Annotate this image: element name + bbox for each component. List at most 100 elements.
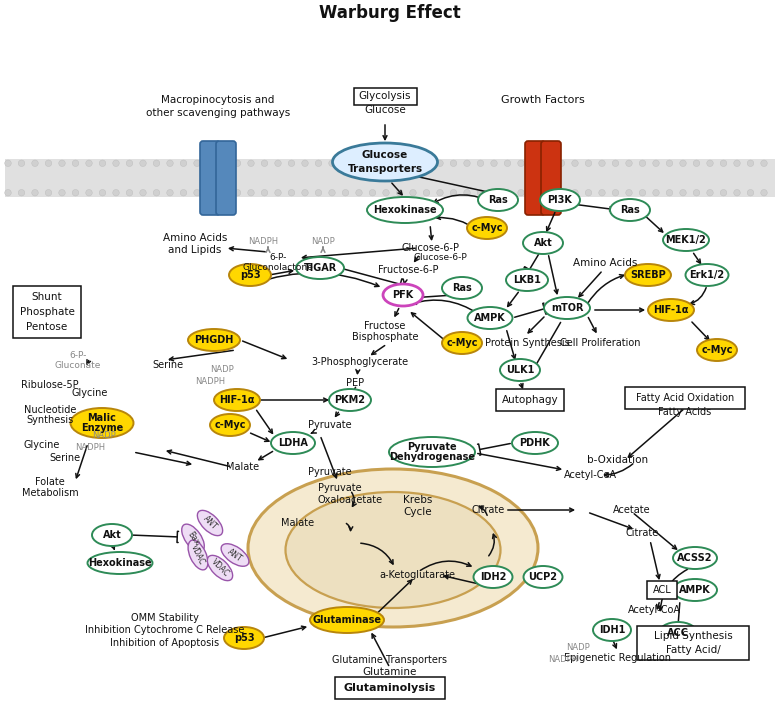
Text: AMPK: AMPK <box>474 313 506 323</box>
Circle shape <box>234 160 241 166</box>
Circle shape <box>693 190 700 196</box>
Text: ACL: ACL <box>653 585 672 595</box>
Ellipse shape <box>673 547 717 569</box>
Text: Glycolysis: Glycolysis <box>359 91 411 101</box>
Circle shape <box>73 190 79 196</box>
Text: Glucose: Glucose <box>362 150 408 160</box>
Circle shape <box>734 160 740 166</box>
Text: IDH2: IDH2 <box>480 572 506 582</box>
Ellipse shape <box>467 217 507 239</box>
FancyBboxPatch shape <box>625 387 745 409</box>
Text: PEP: PEP <box>346 378 364 388</box>
Text: Krebs: Krebs <box>403 495 433 505</box>
Text: Gluconolactone: Gluconolactone <box>243 263 314 273</box>
Circle shape <box>653 190 659 196</box>
Circle shape <box>153 190 160 196</box>
Text: Serine: Serine <box>152 360 183 370</box>
Circle shape <box>477 160 484 166</box>
Ellipse shape <box>523 232 563 254</box>
Circle shape <box>599 190 605 196</box>
Circle shape <box>653 160 659 166</box>
Text: Glucose: Glucose <box>364 105 406 115</box>
Text: Ribulose-5P: Ribulose-5P <box>21 380 79 390</box>
Text: c-Myc: c-Myc <box>215 420 246 430</box>
Circle shape <box>544 190 551 196</box>
Text: AMPK: AMPK <box>679 585 711 595</box>
Ellipse shape <box>648 299 694 321</box>
Circle shape <box>626 160 633 166</box>
Ellipse shape <box>625 264 671 286</box>
Ellipse shape <box>229 264 271 286</box>
Circle shape <box>585 160 592 166</box>
Circle shape <box>342 160 349 166</box>
Circle shape <box>99 190 106 196</box>
Circle shape <box>289 190 295 196</box>
Text: Shunt: Shunt <box>32 292 62 302</box>
Circle shape <box>5 160 11 166</box>
Circle shape <box>558 190 565 196</box>
FancyBboxPatch shape <box>200 141 220 215</box>
Circle shape <box>640 160 646 166</box>
Ellipse shape <box>686 264 729 286</box>
Text: Amino Acids: Amino Acids <box>573 258 637 268</box>
Text: Growth Factors: Growth Factors <box>501 95 585 105</box>
Circle shape <box>140 160 147 166</box>
Text: 6-P-: 6-P- <box>69 350 87 360</box>
Circle shape <box>261 190 268 196</box>
Text: p53: p53 <box>234 633 254 643</box>
Text: p53: p53 <box>239 270 261 280</box>
Circle shape <box>491 160 498 166</box>
Circle shape <box>18 190 25 196</box>
Circle shape <box>113 190 119 196</box>
Circle shape <box>302 160 308 166</box>
Text: Glucose-6-P: Glucose-6-P <box>401 243 459 253</box>
Text: c-Myc: c-Myc <box>471 223 503 233</box>
Circle shape <box>437 190 443 196</box>
Text: Transporters: Transporters <box>347 164 423 174</box>
Circle shape <box>99 160 106 166</box>
Circle shape <box>126 160 133 166</box>
Circle shape <box>424 190 430 196</box>
Circle shape <box>666 160 672 166</box>
Ellipse shape <box>210 414 250 436</box>
Text: PDHK: PDHK <box>519 438 551 448</box>
Ellipse shape <box>248 469 538 627</box>
Circle shape <box>491 190 498 196</box>
Ellipse shape <box>478 189 518 211</box>
Ellipse shape <box>207 555 232 581</box>
Text: 6-P-: 6-P- <box>269 253 287 263</box>
FancyBboxPatch shape <box>335 677 445 699</box>
FancyArrowPatch shape <box>479 506 488 515</box>
Circle shape <box>221 160 227 166</box>
Circle shape <box>356 190 362 196</box>
Text: c-Myc: c-Myc <box>701 345 732 355</box>
Circle shape <box>356 160 362 166</box>
Text: Dehydrogenase: Dehydrogenase <box>389 452 475 462</box>
Text: Glutamine: Glutamine <box>363 667 417 677</box>
Text: Glycine: Glycine <box>72 388 108 398</box>
Circle shape <box>477 190 484 196</box>
Text: UCP2: UCP2 <box>529 572 558 582</box>
Circle shape <box>193 190 200 196</box>
Text: PI3K: PI3K <box>548 195 573 205</box>
Text: Synthesis: Synthesis <box>27 415 73 425</box>
Text: Bax: Bax <box>185 530 200 547</box>
Circle shape <box>315 160 321 166</box>
Text: other scavenging pathways: other scavenging pathways <box>146 108 290 118</box>
Circle shape <box>518 190 524 196</box>
Circle shape <box>707 190 713 196</box>
Text: Epigenetic Regulation: Epigenetic Regulation <box>563 653 671 663</box>
Text: Citrate: Citrate <box>471 505 505 515</box>
Circle shape <box>734 190 740 196</box>
Circle shape <box>18 160 25 166</box>
Text: Warburg Effect: Warburg Effect <box>319 4 461 22</box>
Circle shape <box>302 190 308 196</box>
Circle shape <box>248 160 254 166</box>
Ellipse shape <box>367 197 443 223</box>
Circle shape <box>45 160 51 166</box>
Text: VDAC: VDAC <box>209 557 231 578</box>
Text: Fatty Acid Oxidation: Fatty Acid Oxidation <box>636 393 734 403</box>
FancyArrowPatch shape <box>352 492 356 506</box>
Ellipse shape <box>332 143 438 181</box>
Text: Hexokinase: Hexokinase <box>373 205 437 215</box>
